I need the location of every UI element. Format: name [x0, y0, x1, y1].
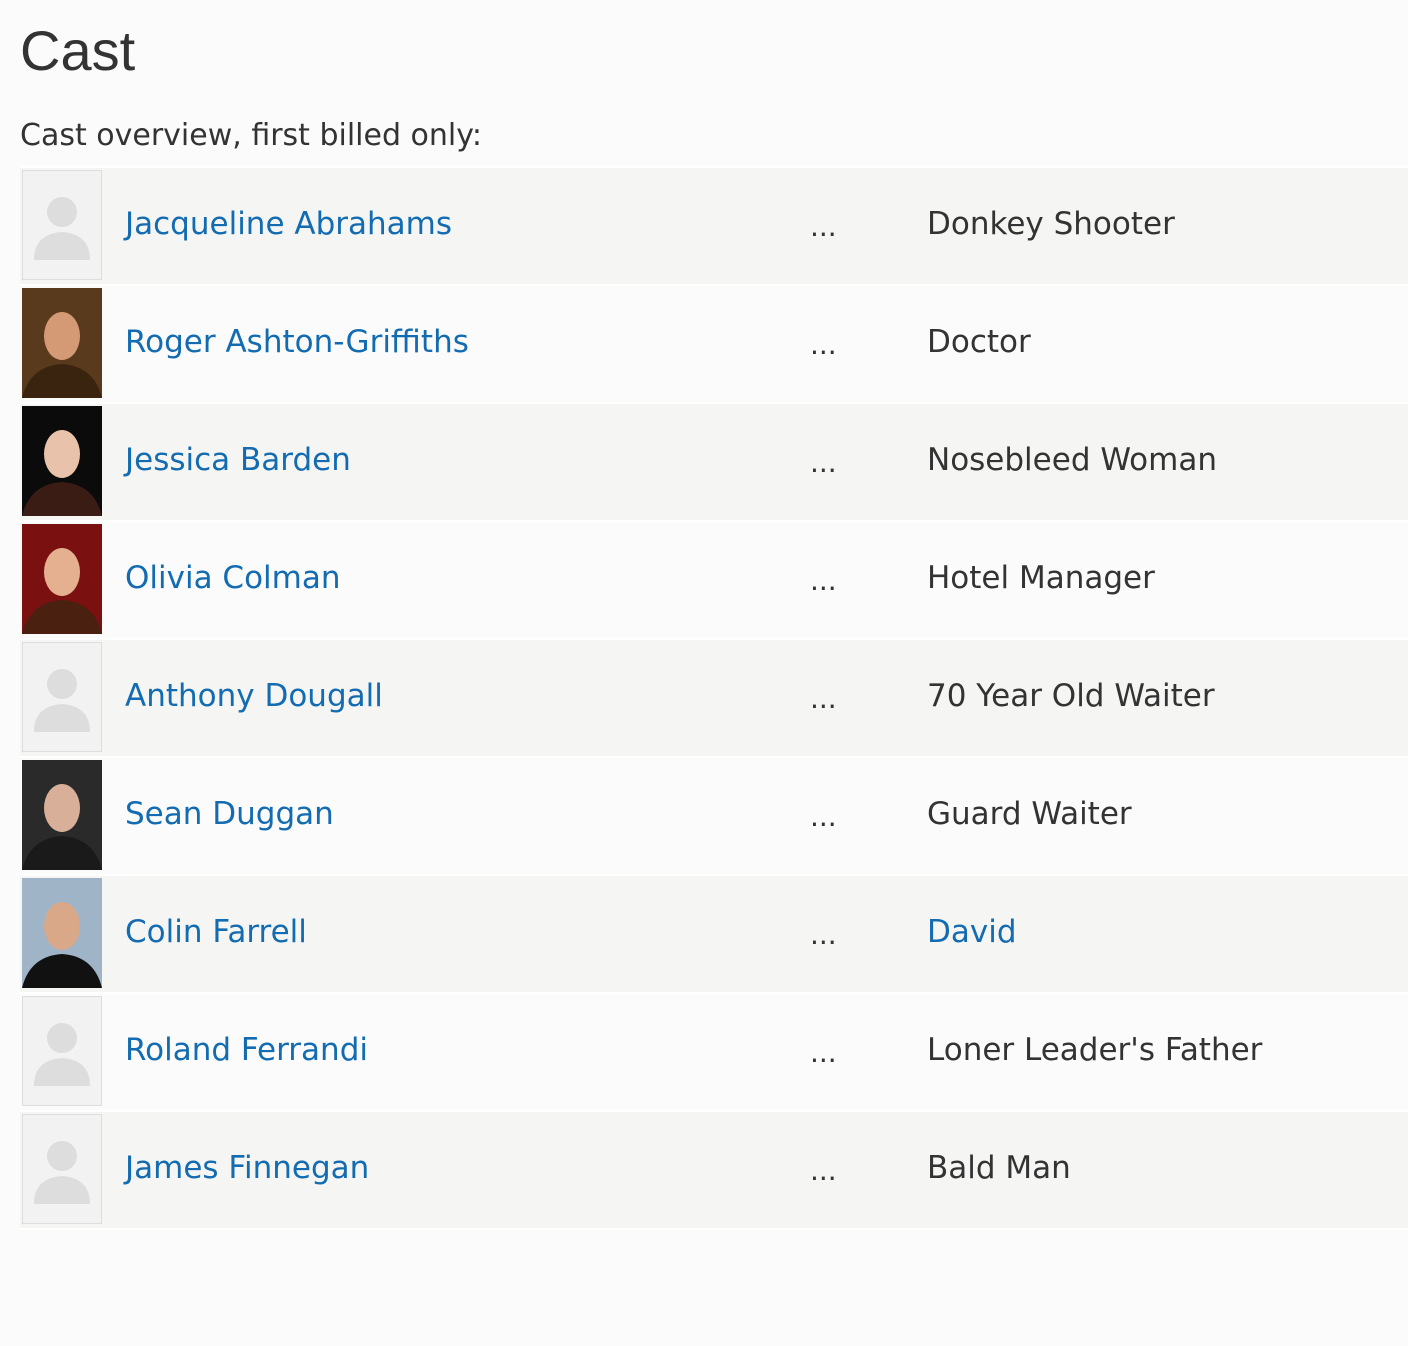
cast-row: Sean Duggan... Guard Waiter: [20, 756, 1408, 874]
cast-row: Roland Ferrandi... Loner Leader's Father: [20, 992, 1408, 1110]
character-name: Guard Waiter: [927, 796, 1132, 832]
separator: ...: [810, 564, 837, 597]
cast-row: Jacqueline Abrahams... Donkey Shooter: [20, 166, 1408, 284]
cast-row: [20, 1228, 1408, 1346]
character-name[interactable]: David: [927, 914, 1017, 950]
actor-name-link[interactable]: James Finnegan: [125, 1150, 370, 1186]
actor-photo: [22, 996, 102, 1106]
photo-body: [22, 954, 102, 988]
character-name: Loner Leader's Father: [927, 1032, 1263, 1068]
photo-face: [44, 430, 80, 478]
separator: ...: [810, 1036, 837, 1069]
character-name: Doctor: [927, 324, 1031, 360]
actor-name-link[interactable]: Olivia Colman: [125, 560, 341, 596]
silhouette-body: [34, 1176, 90, 1204]
separator: ...: [810, 446, 837, 479]
cast-row: Olivia Colman... Hotel Manager: [20, 520, 1408, 638]
actor-name-link[interactable]: Jacqueline Abrahams: [125, 206, 452, 242]
silhouette-head: [47, 1023, 77, 1053]
silhouette-body: [34, 232, 90, 260]
separator: ...: [810, 682, 837, 715]
character-name: Bald Man: [927, 1150, 1071, 1186]
character-name: Hotel Manager: [927, 560, 1155, 596]
separator: ...: [810, 918, 837, 951]
actor-photo: [22, 524, 102, 634]
cast-row: Roger Ashton-Griffiths... Doctor: [20, 284, 1408, 402]
photo-face: [44, 312, 80, 360]
separator: ...: [810, 328, 837, 361]
actor-photo: [22, 878, 102, 988]
silhouette-head: [47, 197, 77, 227]
silhouette-body: [34, 1058, 90, 1086]
section-subtitle: Cast overview, first billed only:: [20, 118, 482, 153]
photo-body: [22, 600, 102, 634]
photo-body: [22, 836, 102, 870]
actor-photo: [22, 642, 102, 752]
cast-list: Jacqueline Abrahams... Donkey Shooter Roge…: [20, 166, 1408, 1346]
actor-photo: [22, 288, 102, 398]
cast-row: Anthony Dougall... 70 Year Old Waiter: [20, 638, 1408, 756]
actor-name-link[interactable]: Anthony Dougall: [125, 678, 383, 714]
actor-photo: [22, 406, 102, 516]
actor-name-link[interactable]: Roland Ferrandi: [125, 1032, 368, 1068]
actor-photo: [22, 1114, 102, 1224]
separator: ...: [810, 210, 837, 243]
silhouette-head: [47, 1141, 77, 1171]
character-name: 70 Year Old Waiter: [927, 678, 1215, 714]
separator: ...: [810, 1154, 837, 1187]
character-name: Donkey Shooter: [927, 206, 1175, 242]
photo-body: [22, 482, 102, 516]
cast-row: Colin Farrell... David: [20, 874, 1408, 992]
section-title: Cast: [20, 19, 136, 82]
cast-row: Jessica Barden... Nosebleed Woman: [20, 402, 1408, 520]
silhouette-head: [47, 669, 77, 699]
actor-photo: [22, 170, 102, 280]
actor-name-link[interactable]: Colin Farrell: [125, 914, 307, 950]
separator: ...: [810, 800, 837, 833]
cast-row: James Finnegan... Bald Man: [20, 1110, 1408, 1228]
silhouette-body: [34, 704, 90, 732]
photo-face: [44, 902, 80, 950]
actor-name-link[interactable]: Roger Ashton-Griffiths: [125, 324, 469, 360]
actor-photo: [22, 760, 102, 870]
actor-name-link[interactable]: Jessica Barden: [125, 442, 351, 478]
page: Cast Cast overview, first billed only: J…: [20, 19, 1408, 1224]
photo-face: [44, 784, 80, 832]
photo-body: [22, 364, 102, 398]
actor-name-link[interactable]: Sean Duggan: [125, 796, 334, 832]
character-name: Nosebleed Woman: [927, 442, 1217, 478]
photo-face: [44, 548, 80, 596]
